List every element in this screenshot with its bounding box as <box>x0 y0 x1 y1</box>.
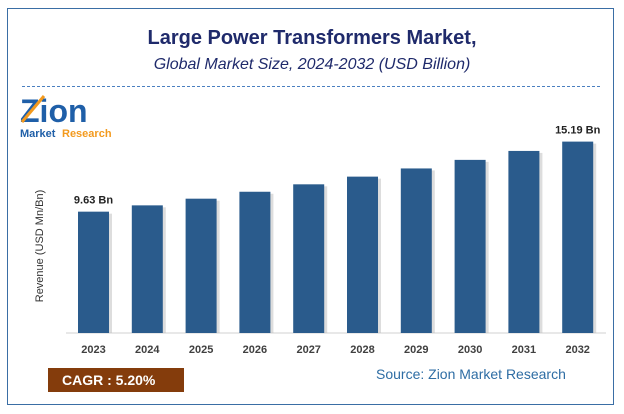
cagr-badge: CAGR : 5.20% <box>48 368 184 392</box>
bar-2032 <box>562 141 594 333</box>
x-tick-label: 2028 <box>350 344 374 356</box>
x-tick-label: 2029 <box>404 344 428 356</box>
bar-2030 <box>454 159 486 333</box>
svg-text:Market: Market <box>20 128 56 140</box>
divider <box>22 86 600 87</box>
x-tick-label: 2025 <box>189 344 213 356</box>
bar-2028 <box>347 176 378 333</box>
bar-2027 <box>293 184 325 333</box>
data-label: 9.63 Bn <box>74 195 113 207</box>
chart-frame <box>7 8 614 405</box>
source-text: Source: Zion Market Research <box>376 366 566 382</box>
zion-logo: Zion Market Research <box>20 93 112 140</box>
x-tick-label: 2026 <box>243 344 267 356</box>
x-tick-label: 2032 <box>565 344 589 356</box>
bar-2025 <box>185 198 217 333</box>
x-tick-label: 2030 <box>458 344 482 356</box>
x-tick-label: 2031 <box>512 344 536 356</box>
data-label: 15.19 Bn <box>555 125 601 137</box>
x-tick-label: 2027 <box>296 344 320 356</box>
bar-2029 <box>400 168 432 333</box>
svg-text:Research: Research <box>62 128 112 140</box>
chart-title: Large Power Transformers Market, <box>147 27 477 49</box>
bar-2026 <box>239 191 271 333</box>
bar-2024 <box>131 205 163 333</box>
bar-2031 <box>508 150 540 333</box>
x-tick-label: 2024 <box>135 344 160 356</box>
x-tick-label: 2023 <box>81 344 105 356</box>
chart-subtitle: Global Market Size, 2024-2032 (USD Billi… <box>153 56 471 73</box>
bar-2023 <box>78 211 109 333</box>
